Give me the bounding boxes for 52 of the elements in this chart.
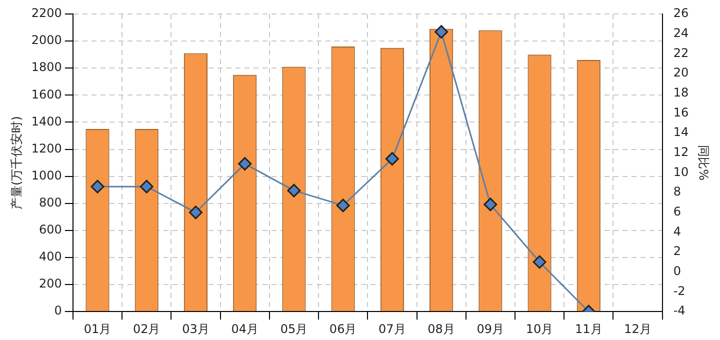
y2-tick-label: 14 [673,125,689,140]
y2-tick-label: 22 [673,46,689,60]
point [287,184,301,198]
x-tick-label: 07月 [378,322,406,336]
y2-axis-title: 同比% [696,145,711,181]
x-tick-label: 08月 [428,322,455,336]
y-tick-label: 1000 [31,168,62,182]
point [90,180,104,194]
y2-tick-label: 16 [673,105,689,120]
y-tick-label: 600 [39,222,62,237]
y2-tick-label: 2 [673,244,681,258]
point [532,255,546,269]
x-tick-label: 03月 [182,322,210,336]
y2-tick-label: 0 [673,264,681,278]
x-tick-label: 09月 [476,322,504,336]
x-tick-label: 04月 [231,322,258,336]
y2-tick-label: 4 [673,224,681,238]
point [238,157,252,171]
y2-tick-label: 8 [673,184,681,199]
y2-tick-label: 24 [673,26,689,40]
point [385,152,399,166]
x-tick-label: 10月 [526,322,554,336]
x-tick-label: 01月 [84,322,112,336]
y2-tick-label: 18 [673,85,689,100]
y-tick-label: 800 [39,196,62,210]
y-tick-label: 1200 [31,141,62,156]
x-tick-label: 12月 [624,322,652,336]
x-tick-label: 02月 [132,322,160,336]
x-tick-label: 05月 [280,322,308,336]
y-tick-label: 2000 [31,33,62,48]
y-tick-label: 1800 [31,60,62,74]
y2-tick-label: 12 [673,145,689,160]
y2-tick-label: 6 [673,204,681,219]
y2-tick-label: -4 [673,304,686,318]
y-axis-title: 产量(万千伏安时) [9,116,24,210]
y2-tick-label: 26 [673,6,689,20]
point [188,206,202,220]
y-tick-label: 2200 [31,6,62,20]
x-tick-label: 11月 [575,322,602,336]
y2-tick-label: 10 [673,164,689,179]
y2-tick-label: 20 [673,66,689,80]
point [484,198,498,212]
y-tick-label: 1400 [31,114,62,128]
y2-tick-label: -2 [673,284,686,298]
point [140,180,154,194]
x-tick-label: 06月 [329,322,357,336]
y-tick-label: 1600 [31,87,62,102]
point [336,198,350,212]
point [434,25,448,39]
y-tick-label: 400 [39,250,62,264]
y-tick-label: 200 [39,276,62,291]
y-tick-label: 0 [54,304,62,318]
